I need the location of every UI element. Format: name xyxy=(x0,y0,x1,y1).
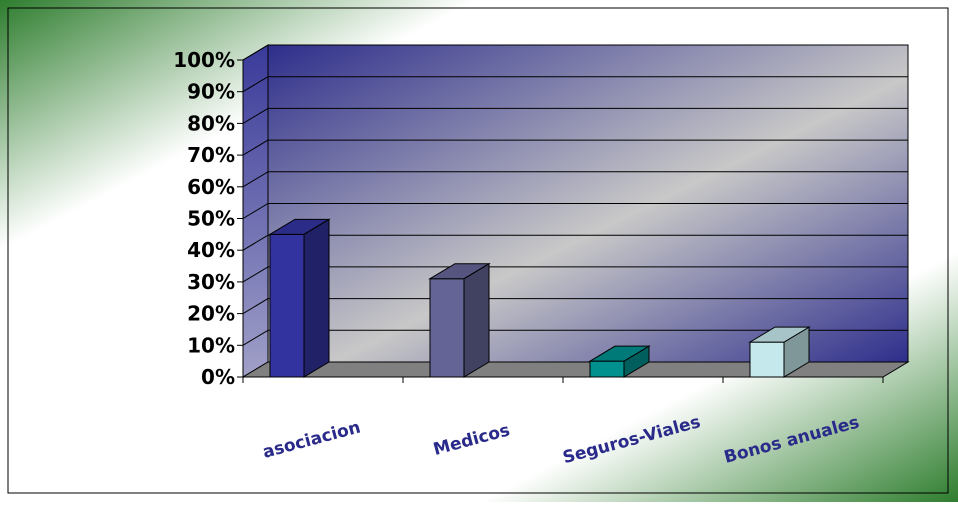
y-tick-label: 20% xyxy=(187,302,235,326)
bar-front xyxy=(429,278,465,378)
gridline-side xyxy=(242,203,269,219)
gridline-side xyxy=(242,44,269,61)
y-tick-label: 100% xyxy=(173,48,235,72)
bar-medicos xyxy=(428,262,491,378)
floor xyxy=(241,361,910,378)
bar-side xyxy=(463,262,490,378)
y-tick-label: 60% xyxy=(187,175,235,199)
gridline-side xyxy=(242,107,269,124)
bar-front xyxy=(749,341,785,378)
bar-top xyxy=(588,345,651,362)
bar-top xyxy=(748,326,811,343)
gridline-side xyxy=(242,171,269,188)
gridline-side xyxy=(242,139,269,156)
y-tick-label: 70% xyxy=(187,143,235,167)
y-axis: 0% 10% 20% 30% 40% 50% 60% 70% 80% 90% 100% xyxy=(173,48,244,389)
bar-front xyxy=(589,360,625,378)
y-tick-label: 0% xyxy=(201,365,235,389)
gridline-side xyxy=(242,234,269,251)
chart-frame xyxy=(7,7,949,494)
y-tick-label: 10% xyxy=(187,333,235,357)
y-tick-label: 90% xyxy=(187,80,235,104)
y-tick-label: 50% xyxy=(187,207,235,231)
gridline-side xyxy=(242,76,269,93)
bar-bonos-anuales xyxy=(748,326,811,378)
y-tick-label: 40% xyxy=(187,238,235,262)
bar-side xyxy=(303,218,330,378)
gridline-side xyxy=(242,329,269,346)
gridlines xyxy=(242,44,908,346)
gridline-side xyxy=(242,266,269,283)
bar-front xyxy=(269,233,305,378)
bar-top xyxy=(428,263,491,280)
bars xyxy=(268,218,811,378)
y-tick-label: 30% xyxy=(187,270,235,294)
y-tick-label: 80% xyxy=(187,111,235,135)
bar-seguros-viales xyxy=(588,345,651,378)
gridline-side xyxy=(242,298,269,315)
bar-asociacion xyxy=(268,218,331,378)
bar-top xyxy=(268,218,331,235)
